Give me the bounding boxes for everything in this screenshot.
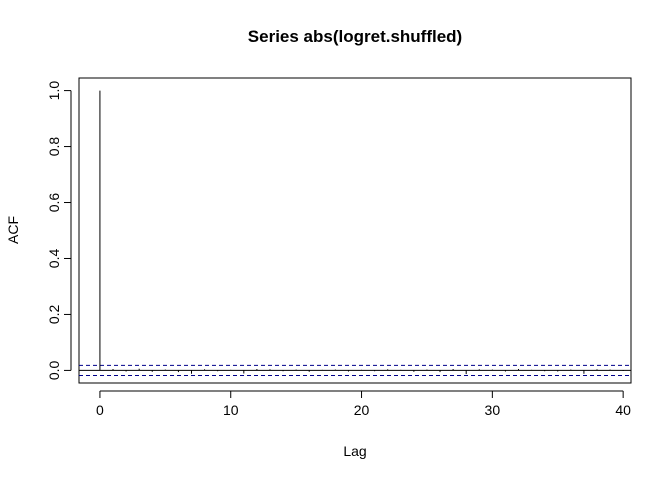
y-tick-label: 0.6 (46, 193, 62, 213)
x-axis: 0 10 20 30 40 (96, 390, 631, 418)
x-tick-label: 30 (485, 402, 501, 418)
y-tick-label: 1.0 (46, 81, 62, 101)
x-tick-label: 10 (223, 402, 239, 418)
x-axis-label: Lag (343, 443, 366, 459)
plot-area (78, 77, 632, 384)
y-axis-label: ACF (5, 216, 21, 244)
y-tick-label: 0.8 (46, 137, 62, 157)
x-tick-label: 20 (354, 402, 370, 418)
x-tick-label: 0 (96, 402, 104, 418)
y-tick-label: 0.4 (46, 249, 62, 269)
acf-bars (99, 90, 624, 375)
y-axis: 0.0 0.2 0.4 0.6 0.8 1.0 (46, 81, 72, 380)
plot-frame (78, 77, 632, 384)
y-tick-label: 0.2 (46, 305, 62, 325)
y-tick-label: 0.0 (46, 360, 62, 380)
chart-title: Series abs(logret.shuffled) (248, 27, 462, 46)
x-tick-label: 40 (615, 402, 631, 418)
